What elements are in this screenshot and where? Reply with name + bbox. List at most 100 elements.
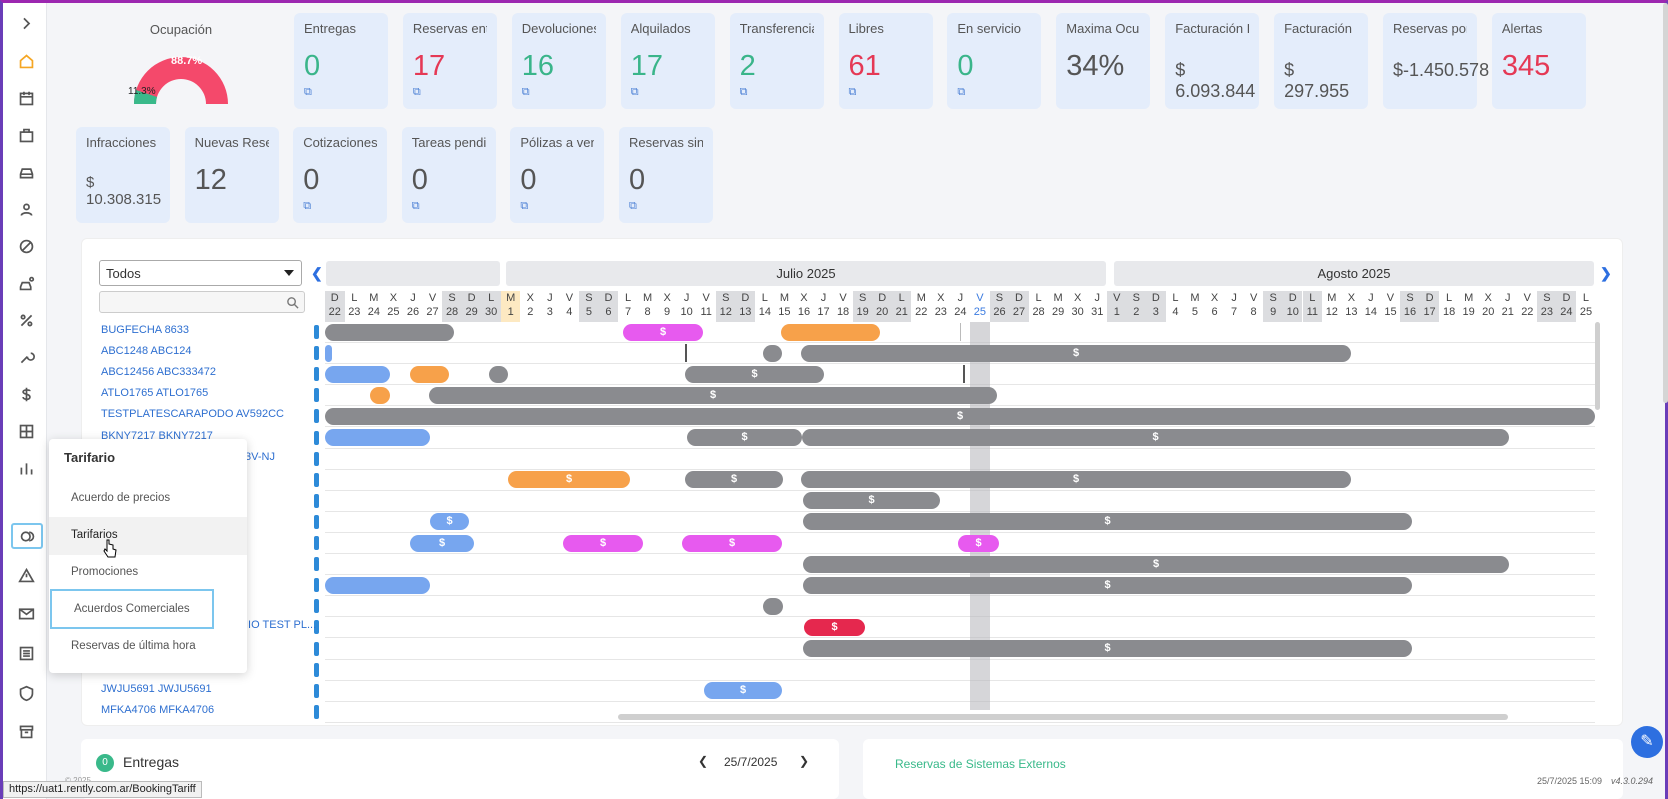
vehicle-row-label[interactable]: TESTPLATESCARAPODO AV592CC [101, 408, 284, 421]
home-icon[interactable] [16, 51, 36, 71]
reservation-bar[interactable]: $ [623, 323, 703, 341]
menu-item-acuerdo-precios[interactable]: Acuerdo de precios [71, 492, 171, 504]
reservation-bar[interactable]: $ [803, 640, 1412, 657]
prev-period-arrow[interactable]: ❮ [311, 265, 323, 281]
reservation-bar[interactable]: $ [563, 534, 643, 552]
external-link-icon[interactable]: ⧉ [520, 200, 529, 212]
kpi-card[interactable]: Libres 61 ⧉ [838, 13, 933, 109]
kpi-card[interactable]: En servicio 0 ⧉ [947, 13, 1042, 109]
page-scrollbar[interactable] [1663, 3, 1668, 403]
wrench-icon[interactable] [16, 347, 36, 367]
kpi-card[interactable]: Alertas 345 [1491, 13, 1586, 109]
vehicle-row-label[interactable]: ABC1248 ABC124 [101, 345, 192, 358]
expand-sidebar-icon[interactable] [16, 13, 36, 33]
planner-horizontal-scrollbar[interactable] [618, 714, 1508, 720]
reservation-bar[interactable]: $ [685, 365, 824, 383]
reservation-bar[interactable]: $ [508, 471, 630, 489]
mail-icon[interactable] [16, 603, 36, 623]
briefcase-icon[interactable] [16, 125, 36, 145]
fleet-alert-icon[interactable] [16, 273, 36, 293]
menu-item-tarifarios[interactable]: Tarifarios [49, 517, 247, 555]
kpi-card[interactable]: Reservas por ... $-1.450.578 [1383, 13, 1489, 109]
archive-icon[interactable] [16, 721, 36, 741]
reservation-bar[interactable]: $ [687, 429, 802, 446]
vehicle-filter-select[interactable]: Todos [99, 260, 302, 286]
reservation-bar[interactable]: $ [803, 513, 1412, 531]
reservation-bar[interactable]: $ [958, 534, 999, 552]
reservation-bar[interactable] [489, 365, 508, 383]
menu-item-reservas-ultima-hora[interactable]: Reservas de última hora [71, 640, 196, 652]
dollar-icon[interactable] [16, 384, 36, 404]
kpi-card[interactable]: Alquilados 17 ⧉ [620, 13, 715, 109]
reservation-bar[interactable]: $ [802, 429, 1509, 446]
reservation-bar[interactable] [370, 386, 390, 404]
kpi-card[interactable]: Reservas sin a... 0 ⧉ [619, 127, 713, 223]
reservation-bar[interactable]: $ [801, 471, 1351, 489]
block-icon[interactable] [16, 236, 36, 256]
external-link-icon[interactable]: ⧉ [304, 86, 312, 98]
reservation-bar[interactable]: $ [803, 576, 1412, 594]
kpi-card[interactable]: Infracciones $ 10.308.315 [76, 127, 170, 223]
entregas-prev-date[interactable]: ❮ [698, 754, 709, 768]
reservation-bar[interactable] [325, 576, 430, 594]
external-link-icon[interactable]: ⧉ [848, 86, 857, 98]
reservation-bar[interactable]: $ [704, 682, 782, 700]
vehicle-row-label[interactable]: BUGFECHA 8633 [101, 324, 190, 336]
reservation-bar[interactable]: $ [801, 344, 1351, 362]
menu-item-promociones[interactable]: Promociones [71, 566, 139, 578]
reservation-bar[interactable] [325, 365, 390, 383]
percent-icon[interactable] [16, 310, 36, 330]
kpi-card[interactable]: Cotizaciones ... 0 ⧉ [293, 127, 388, 223]
external-link-icon[interactable]: ⧉ [303, 200, 312, 212]
tariff-table-icon[interactable] [16, 421, 36, 441]
list-icon[interactable] [16, 643, 36, 663]
shield-icon[interactable] [16, 683, 36, 703]
external-link-icon[interactable]: ⧉ [521, 86, 530, 98]
reservation-bar[interactable]: $ [429, 386, 997, 404]
reservation-bar[interactable] [781, 323, 880, 341]
plate-search-input[interactable] [99, 291, 305, 313]
kpi-card[interactable]: Facturación $ 297.955 [1274, 13, 1369, 109]
reservation-bar[interactable]: $ [804, 618, 865, 636]
reservation-bar[interactable] [325, 323, 454, 341]
kpi-card[interactable]: Transferencias 2 ⧉ [729, 13, 824, 109]
kpi-card[interactable]: Reservas entr... 17 ⧉ [402, 13, 497, 109]
bar-chart-icon[interactable] [16, 458, 36, 478]
vehicle-row-label[interactable]: JWJU5691 JWJU5691 [101, 682, 212, 695]
reservation-bar[interactable]: $ [430, 513, 469, 531]
reservation-bar[interactable]: $ [803, 555, 1509, 573]
calendar-icon[interactable] [16, 88, 36, 108]
reservation-bar[interactable]: $ [682, 534, 782, 552]
kpi-card[interactable]: Devoluciones 16 ⧉ [511, 13, 606, 109]
next-period-arrow[interactable]: ❯ [1600, 265, 1612, 281]
reservation-bar[interactable]: $ [410, 534, 474, 552]
external-link-icon[interactable]: ⧉ [629, 200, 637, 212]
vehicle-row-label[interactable]: 3V-NJ [245, 450, 275, 463]
external-link-icon[interactable]: ⧉ [739, 86, 748, 98]
menu-item-acuerdos-comerciales[interactable]: Acuerdos Comerciales [50, 589, 214, 629]
reservation-bar[interactable] [763, 597, 783, 615]
reservation-bar[interactable]: $ [325, 407, 1595, 425]
car-icon[interactable] [16, 162, 36, 182]
reservation-bar[interactable]: $ [803, 492, 940, 510]
reservation-bar[interactable]: $ [685, 471, 783, 489]
vehicle-row-label[interactable]: ABC12456 ABC333472 [101, 366, 216, 379]
external-link-icon[interactable]: ⧉ [630, 86, 639, 98]
external-link-icon[interactable]: ⧉ [412, 86, 421, 98]
reservation-bar[interactable] [325, 344, 332, 362]
warning-icon[interactable] [16, 565, 36, 585]
kpi-card[interactable]: Maxima Ocup... 34% [1056, 13, 1151, 109]
vehicle-row-label[interactable]: BKNY7217 BKNY7217 [101, 429, 213, 442]
reservation-bar[interactable] [410, 365, 449, 383]
vehicle-row-label[interactable]: ATLO1765 ATLO1765 [101, 387, 209, 400]
kpi-card[interactable]: Tareas pendie... 0 ⧉ [401, 127, 496, 223]
planner-vertical-scrollbar[interactable] [1595, 322, 1600, 410]
kpi-card[interactable]: Nuevas Reser... 12 [184, 127, 279, 223]
external-link-icon[interactable]: ⧉ [957, 86, 966, 98]
entregas-next-date[interactable]: ❯ [799, 754, 810, 768]
kpi-card[interactable]: Pólizas a venc... 0 ⧉ [510, 127, 605, 223]
vehicle-row-label[interactable]: IIO TEST PL... [245, 619, 317, 632]
vehicle-row-label[interactable]: MFKA4706 MFKA4706 [101, 703, 215, 716]
external-link-icon[interactable]: ⧉ [411, 200, 420, 212]
edit-fab-button[interactable]: ✎ [1631, 726, 1663, 758]
